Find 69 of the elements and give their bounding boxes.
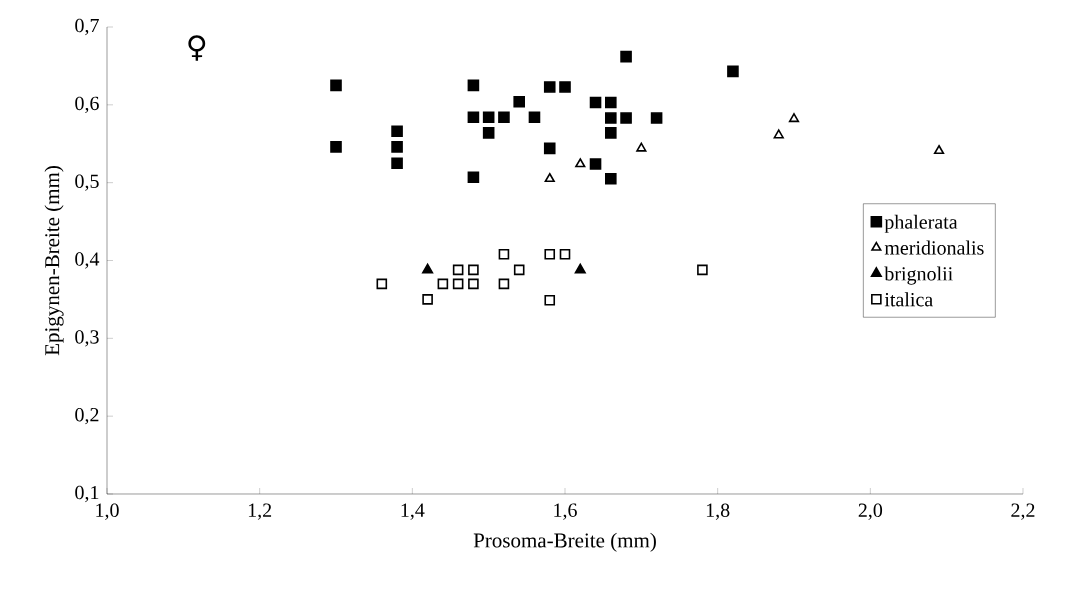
point bbox=[452, 278, 464, 290]
point bbox=[605, 96, 617, 109]
point bbox=[391, 157, 403, 170]
point bbox=[727, 65, 739, 78]
point bbox=[467, 171, 480, 184]
point bbox=[330, 141, 342, 153]
x-tick-label: 1,6 bbox=[554, 503, 577, 520]
point bbox=[330, 79, 342, 92]
point bbox=[422, 263, 434, 274]
y-tick-label: 0,4 bbox=[75, 252, 100, 269]
point bbox=[452, 264, 464, 276]
point bbox=[605, 172, 617, 185]
point bbox=[933, 144, 945, 155]
y-axis-title: Epigynen-Breite (mm) bbox=[44, 166, 64, 356]
point bbox=[467, 79, 480, 92]
point bbox=[589, 96, 602, 109]
point bbox=[498, 278, 510, 290]
point bbox=[544, 248, 556, 260]
legend-label: meridionalis bbox=[884, 240, 984, 255]
point bbox=[437, 278, 449, 290]
point bbox=[422, 294, 433, 305]
x-tick-label: 1,4 bbox=[401, 503, 425, 520]
point bbox=[528, 111, 541, 124]
point bbox=[468, 278, 479, 290]
point bbox=[589, 158, 602, 170]
point bbox=[620, 50, 632, 63]
y-tick-label: 0,5 bbox=[75, 174, 99, 191]
y-tick-label: 0,6 bbox=[75, 96, 99, 114]
y-tick-label: 0,3 bbox=[75, 330, 99, 347]
point bbox=[513, 95, 525, 108]
point bbox=[513, 264, 525, 276]
annotation: ♀ bbox=[188, 35, 206, 61]
point bbox=[788, 113, 800, 123]
point bbox=[482, 127, 495, 139]
point bbox=[605, 127, 617, 139]
x-tick-label: 1,8 bbox=[706, 503, 730, 520]
x-tick-label: 2,0 bbox=[858, 503, 883, 520]
x-tick-label: 1,2 bbox=[248, 503, 272, 520]
point bbox=[498, 248, 510, 260]
x-tick-label: 1,0 bbox=[96, 503, 119, 520]
point bbox=[498, 111, 510, 124]
point bbox=[391, 125, 403, 138]
y-tick-label: 0,1 bbox=[75, 485, 99, 503]
point bbox=[376, 278, 388, 290]
point bbox=[544, 294, 556, 306]
point bbox=[482, 111, 495, 124]
point bbox=[391, 141, 403, 153]
point bbox=[467, 111, 480, 124]
point bbox=[605, 112, 617, 124]
point bbox=[559, 81, 571, 93]
point bbox=[468, 264, 479, 276]
point bbox=[544, 172, 555, 183]
point bbox=[575, 158, 586, 168]
x-tick-label: 2,2 bbox=[1011, 503, 1035, 520]
point bbox=[697, 264, 708, 276]
legend-label: italica bbox=[884, 292, 933, 307]
legend-label: phalerata bbox=[884, 214, 958, 233]
point bbox=[636, 142, 647, 152]
point bbox=[559, 248, 571, 260]
point bbox=[543, 142, 556, 155]
point bbox=[620, 112, 632, 124]
legend-label: brignolii bbox=[884, 266, 953, 285]
point bbox=[650, 112, 663, 124]
point bbox=[574, 263, 586, 274]
point bbox=[543, 81, 556, 93]
x-axis-title: Prosoma-Breite (mm) bbox=[473, 532, 656, 552]
y-tick-label: 0,2 bbox=[75, 407, 99, 425]
y-tick-label: 0,7 bbox=[75, 18, 99, 36]
point bbox=[773, 129, 784, 139]
